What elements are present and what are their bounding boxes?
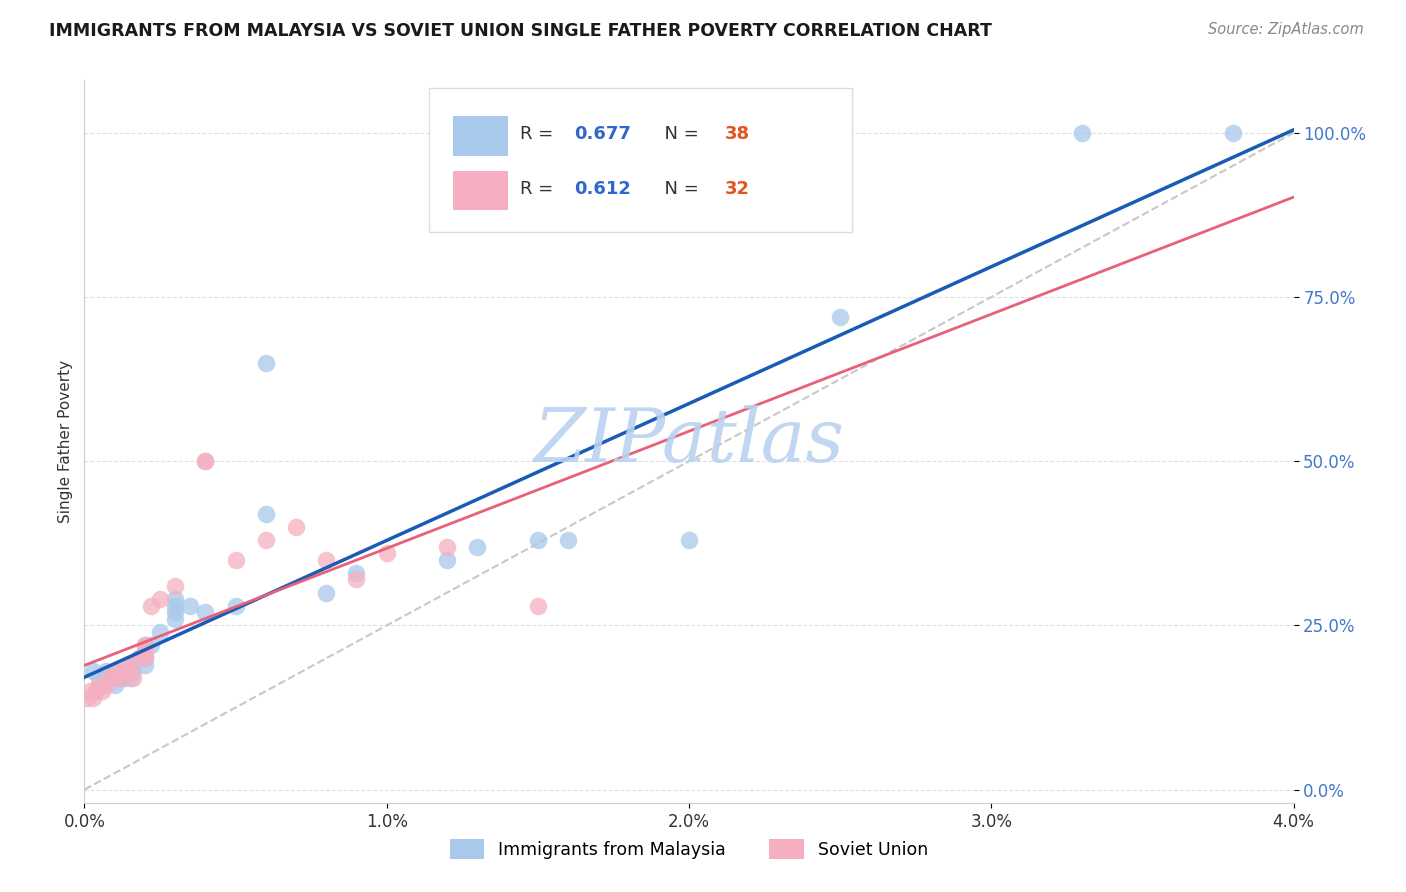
Point [557,533,579,547]
Point [128,651,150,665]
Point [139,599,162,613]
FancyBboxPatch shape [453,117,508,156]
Text: 32: 32 [725,179,751,198]
Point [94,665,117,679]
FancyBboxPatch shape [429,87,852,232]
Point [86,684,108,698]
Point [134,638,156,652]
Point [165,592,187,607]
Point [97,671,120,685]
Point [165,612,187,626]
Point [678,533,700,547]
Point [104,665,127,679]
Legend: Immigrants from Malaysia, Soviet Union: Immigrants from Malaysia, Soviet Union [443,832,935,866]
Point [315,585,337,599]
Point [104,677,127,691]
Point [89,671,111,685]
Point [225,599,247,613]
Y-axis label: Single Father Poverty: Single Father Poverty [58,360,73,523]
Point [121,665,143,679]
Point [149,592,172,607]
Point [134,657,156,672]
Point [436,540,458,554]
Point [527,599,550,613]
Point [115,665,138,679]
Text: ZIPatlas: ZIPatlas [533,405,845,478]
Point [112,671,135,685]
Point [82,665,104,679]
Point [115,657,138,672]
Point [285,520,308,534]
Text: Source: ZipAtlas.com: Source: ZipAtlas.com [1208,22,1364,37]
Point [179,599,201,613]
Point [165,605,187,619]
Point [527,533,550,547]
Point [436,553,458,567]
Point [139,638,162,652]
Text: 38: 38 [725,126,751,144]
Text: 0.612: 0.612 [574,179,631,198]
Point [1222,126,1244,140]
Point [165,579,187,593]
Point [467,540,489,554]
Point [91,684,114,698]
Point [104,671,127,685]
Point [76,690,98,705]
Text: N =: N = [652,179,704,198]
Point [112,665,135,679]
Text: N =: N = [652,126,704,144]
Point [134,638,156,652]
Text: R =: R = [520,179,558,198]
Point [121,671,143,685]
Text: R =: R = [520,126,558,144]
Point [82,690,104,705]
Text: 0.677: 0.677 [574,126,631,144]
Point [315,553,337,567]
Point [194,454,217,468]
Point [110,671,132,685]
Point [254,356,277,370]
FancyBboxPatch shape [453,170,508,211]
Point [254,507,277,521]
Point [118,665,141,679]
Point [375,546,398,560]
Point [254,533,277,547]
Point [194,454,217,468]
Point [134,651,156,665]
Point [89,677,111,691]
Point [118,671,141,685]
Point [104,665,127,679]
Point [97,671,120,685]
Point [149,625,172,640]
Point [134,645,156,659]
Point [830,310,852,324]
Point [128,651,150,665]
Point [346,566,368,580]
Point [1071,126,1094,140]
Point [110,671,132,685]
Text: IMMIGRANTS FROM MALAYSIA VS SOVIET UNION SINGLE FATHER POVERTY CORRELATION CHART: IMMIGRANTS FROM MALAYSIA VS SOVIET UNION… [49,22,993,40]
Point [165,599,187,613]
Point [91,677,114,691]
Point [194,605,217,619]
Point [225,553,247,567]
Point [346,573,368,587]
Point [79,684,101,698]
Point [134,651,156,665]
Point [118,657,141,672]
Point [94,677,117,691]
